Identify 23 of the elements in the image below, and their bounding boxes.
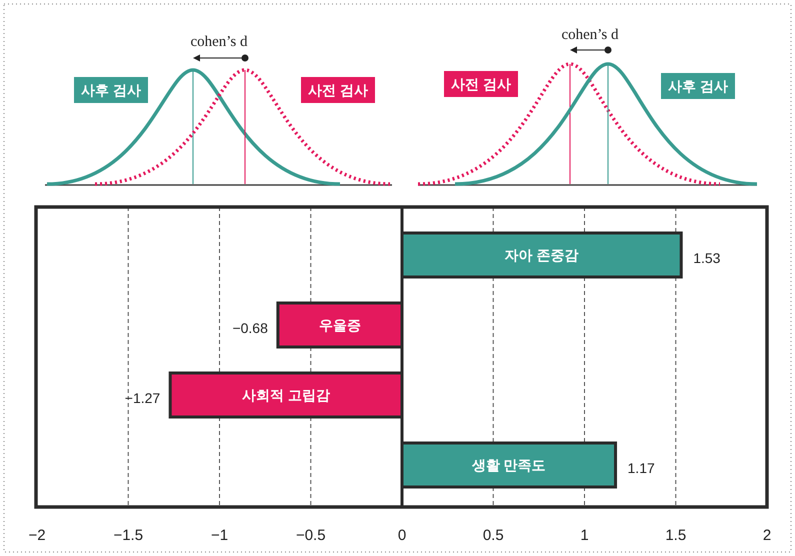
x-tick-label: −1	[210, 527, 228, 544]
y-tick-label: 사회적 고립감	[242, 387, 330, 403]
data-label: −0.68	[232, 320, 268, 336]
y-tick-label: 자아 존중감	[504, 247, 579, 263]
x-tick-label: 2	[762, 527, 772, 544]
x-tick-label: 0.5	[482, 527, 504, 544]
text: 사전 검사	[451, 76, 511, 92]
text: 사후 검사	[81, 82, 141, 98]
y-tick-label: 생활 만족도	[470, 457, 546, 473]
x-tick-label: 1.5	[665, 527, 686, 544]
x-tick-label: 1	[580, 527, 589, 544]
y-tick-label: 우울증	[318, 317, 361, 333]
x-tick-label: −2	[28, 527, 46, 544]
x-tick-label: 0	[398, 527, 406, 544]
data-label: −1.27	[124, 390, 160, 406]
text: cohen’s d	[190, 34, 248, 50]
text: cohen’s d	[561, 27, 620, 43]
text: 사후 검사	[668, 78, 728, 94]
text: 사전 검사	[308, 82, 368, 98]
data-label: 1.17	[628, 460, 655, 476]
x-tick-label: −1.5	[113, 527, 144, 544]
x-tick-label: −0.5	[296, 527, 326, 544]
data-label: 1.53	[693, 250, 721, 266]
